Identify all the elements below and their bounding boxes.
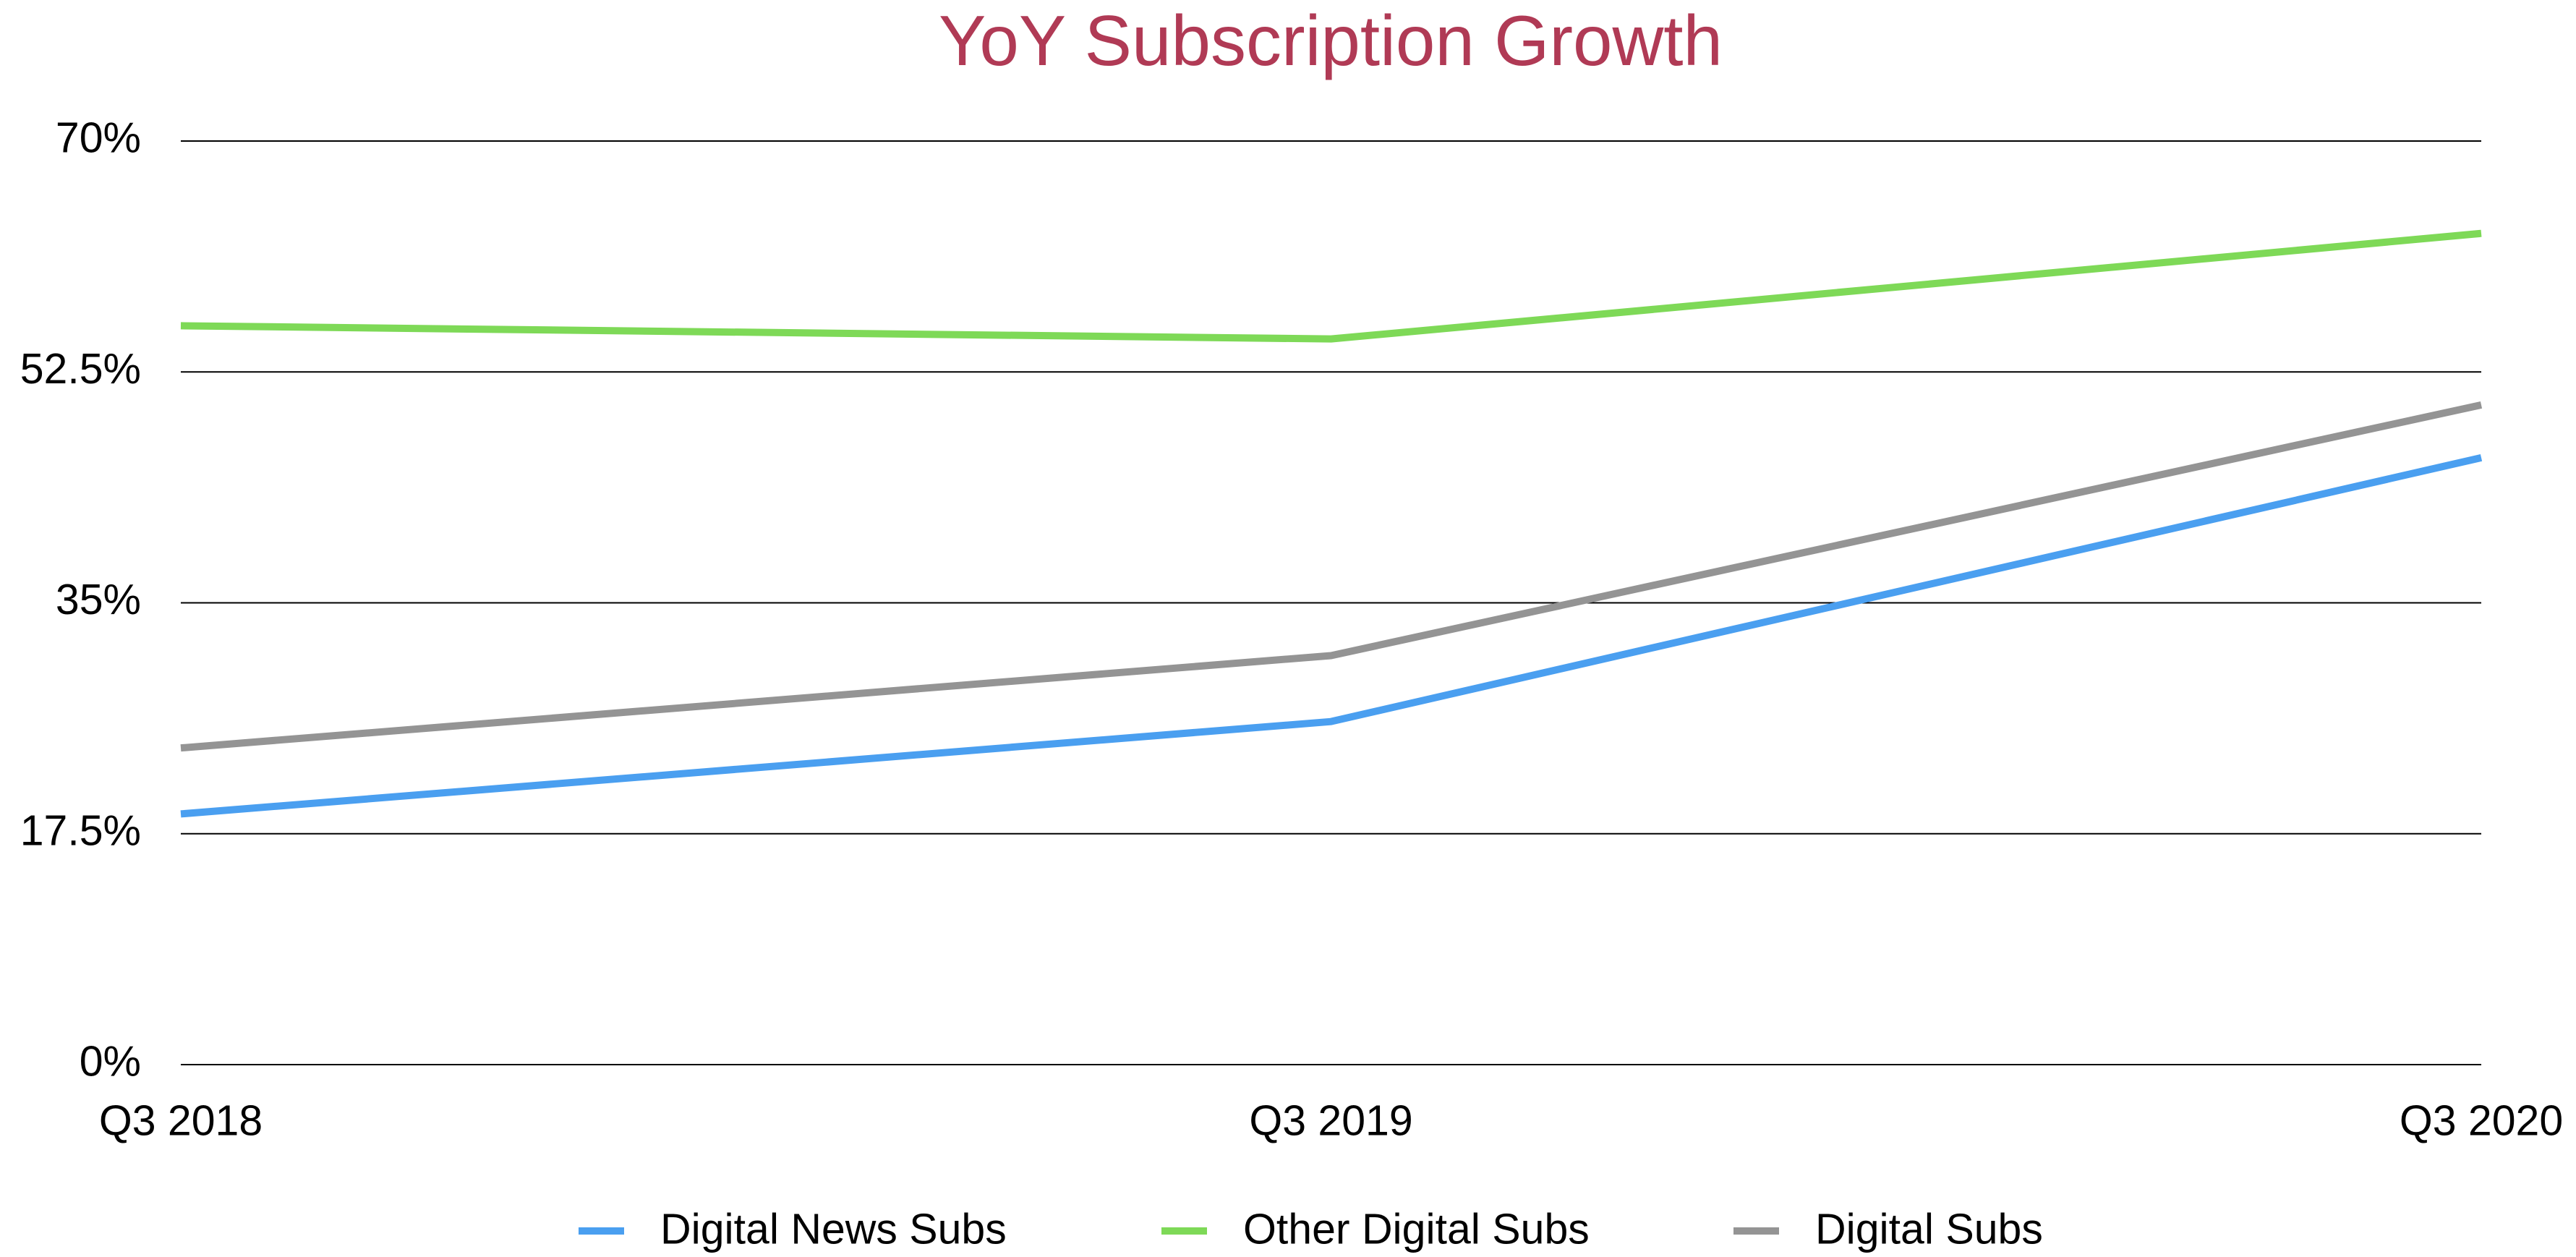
x-tick-label: Q3 2020 [2400, 1097, 2563, 1145]
y-tick-label: 52.5% [20, 345, 141, 393]
series-line [180, 401, 2483, 752]
series-line [180, 229, 2482, 343]
legend-label: Other Digital Subs [1243, 1206, 1590, 1253]
y-tick-label: 17.5% [20, 806, 141, 854]
y-tick-label: 0% [80, 1038, 141, 1086]
x-tick-label: Q3 2018 [99, 1097, 263, 1145]
x-tick-label: Q3 2019 [1249, 1097, 1412, 1145]
series-line [180, 453, 2483, 818]
legend-label: Digital News Subs [660, 1206, 1007, 1253]
y-tick-label: 35% [56, 576, 141, 623]
chart-title: YoY Subscription Growth [939, 1, 1723, 80]
y-tick-label: 70% [56, 114, 141, 162]
legend-label: Digital Subs [1815, 1206, 2043, 1253]
